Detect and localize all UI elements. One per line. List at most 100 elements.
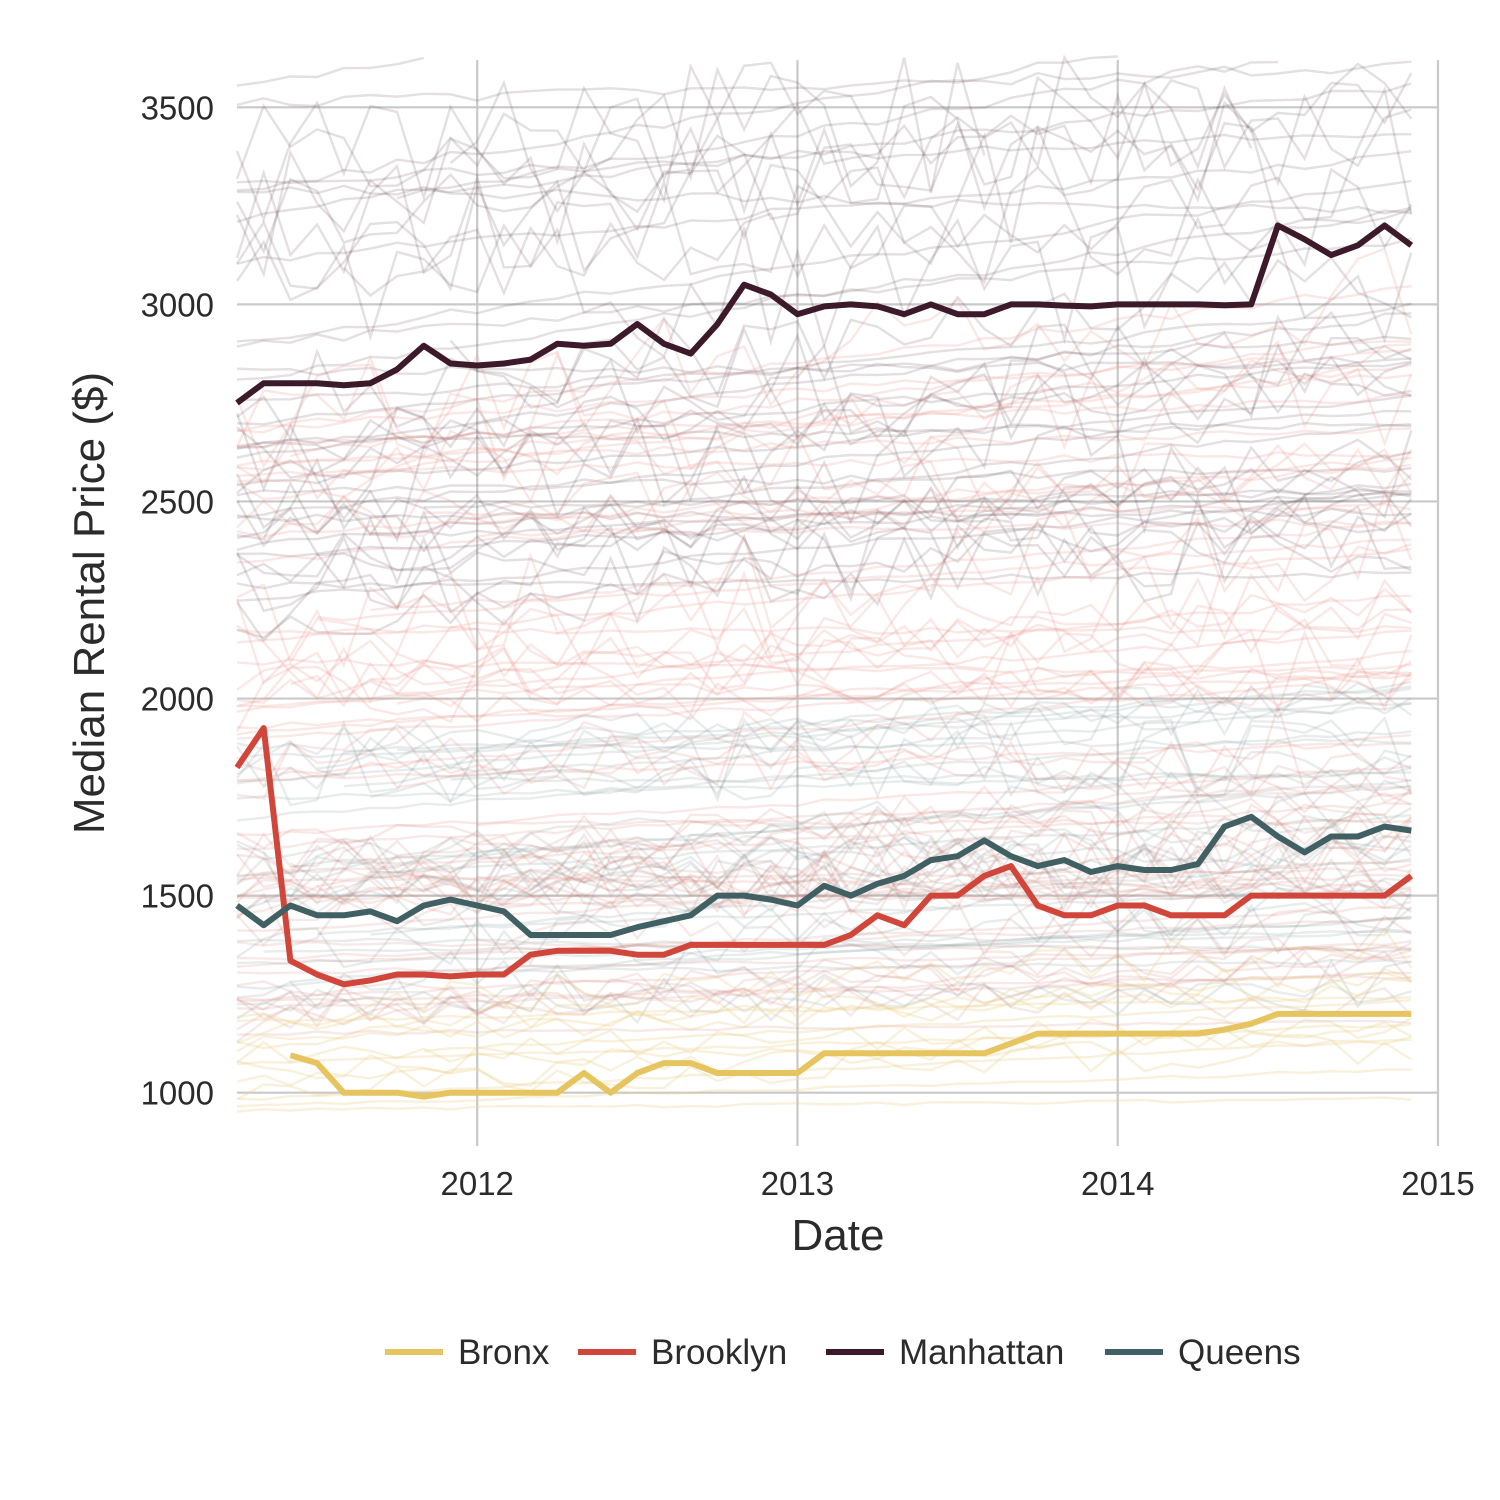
x-tick-label: 2013 bbox=[761, 1165, 834, 1202]
background-line bbox=[236, 85, 1413, 302]
background-line bbox=[476, 843, 1412, 900]
background-line bbox=[396, 784, 1412, 877]
background-line bbox=[235, 715, 1413, 804]
background-line bbox=[342, 176, 1412, 298]
series-line-queens bbox=[235, 813, 1412, 938]
background-line bbox=[370, 482, 1412, 537]
background-line bbox=[236, 730, 1412, 822]
background-line bbox=[235, 578, 1413, 733]
background-line bbox=[236, 463, 1412, 538]
background-line bbox=[236, 937, 1412, 1029]
background-line bbox=[236, 624, 1413, 717]
background-line bbox=[236, 474, 1413, 553]
background-line bbox=[236, 800, 1412, 913]
background-line bbox=[263, 864, 1412, 905]
y-tick-label: 3000 bbox=[141, 286, 214, 323]
background-line bbox=[236, 335, 1412, 402]
background-line bbox=[423, 489, 1412, 509]
background-line bbox=[317, 887, 1412, 936]
background-line bbox=[236, 517, 1412, 643]
legend: Bronx Brooklyn Manhattan Queens bbox=[385, 1333, 1301, 1372]
background-line bbox=[236, 343, 1412, 501]
background-line bbox=[290, 784, 1412, 869]
background-line bbox=[236, 547, 1412, 644]
background-line bbox=[236, 490, 1412, 558]
background-line bbox=[236, 941, 1412, 1031]
series-line-bronx bbox=[289, 1010, 1412, 1100]
background-line bbox=[370, 857, 1412, 936]
x-tick-label: 2015 bbox=[1401, 1165, 1474, 1202]
background-line bbox=[236, 612, 1412, 708]
background-line bbox=[236, 1033, 1412, 1101]
background-line bbox=[236, 767, 1412, 801]
background-line bbox=[236, 787, 1413, 853]
background-line bbox=[236, 1096, 1412, 1113]
background-line bbox=[236, 314, 1412, 479]
y-tick-label: 3500 bbox=[141, 89, 214, 126]
background-line bbox=[396, 82, 1412, 200]
background-line bbox=[236, 778, 1412, 877]
background-line bbox=[236, 409, 1412, 519]
y-tick-label: 1000 bbox=[141, 1075, 214, 1112]
background-line bbox=[236, 421, 1412, 448]
background-line bbox=[235, 247, 1413, 448]
background-line bbox=[316, 681, 1413, 778]
background-line bbox=[236, 881, 1412, 969]
x-axis: 2012 2013 2014 2015 bbox=[440, 1165, 1474, 1202]
y-axis-title: Median Rental Price ($) bbox=[65, 372, 114, 834]
background-line bbox=[263, 443, 1413, 543]
background-line bbox=[236, 944, 1412, 975]
background-line bbox=[236, 466, 1412, 497]
background-line bbox=[235, 337, 1412, 544]
background-line bbox=[236, 742, 1412, 783]
x-tick-label: 2014 bbox=[1081, 1165, 1154, 1202]
background-line bbox=[236, 438, 1412, 578]
background-line bbox=[370, 587, 1413, 688]
background-line bbox=[236, 793, 1413, 917]
background-line bbox=[236, 362, 1412, 461]
background-line bbox=[236, 492, 1413, 603]
background-line bbox=[236, 629, 1412, 708]
background-line bbox=[316, 845, 1412, 916]
y-tick-label: 2000 bbox=[141, 681, 214, 718]
background-line bbox=[236, 801, 1412, 879]
background-line bbox=[236, 860, 1412, 932]
background-line bbox=[236, 894, 1412, 901]
background-line bbox=[235, 92, 1412, 195]
background-line bbox=[236, 673, 1412, 783]
background-line bbox=[423, 998, 1412, 1053]
series-group bbox=[234, 222, 1414, 1100]
background-line bbox=[236, 492, 1412, 602]
background-line bbox=[236, 570, 1412, 590]
background-line bbox=[236, 764, 1412, 876]
legend-label: Queens bbox=[1178, 1333, 1301, 1372]
background-line bbox=[236, 1068, 1412, 1108]
background-line bbox=[236, 423, 1412, 552]
background-line bbox=[236, 373, 1412, 471]
background-line bbox=[236, 393, 1412, 449]
y-tick-label: 1500 bbox=[141, 878, 214, 915]
background-line bbox=[236, 835, 1412, 904]
background-line bbox=[236, 958, 1412, 1025]
background-line bbox=[236, 658, 1412, 679]
background-line bbox=[236, 456, 1412, 564]
background-line bbox=[236, 733, 1412, 779]
background-line bbox=[289, 824, 1413, 912]
background-line bbox=[236, 996, 1412, 1023]
background-line bbox=[236, 349, 1412, 433]
background-line bbox=[316, 538, 1412, 622]
background-line bbox=[236, 975, 1412, 1011]
background-line bbox=[236, 150, 1412, 266]
background-line bbox=[236, 60, 1412, 108]
background-line bbox=[236, 302, 1412, 426]
background-line bbox=[236, 866, 1412, 882]
background-line bbox=[236, 237, 1412, 348]
legend-label: Manhattan bbox=[899, 1333, 1064, 1372]
background-line bbox=[290, 660, 1412, 709]
background-line bbox=[449, 57, 986, 214]
legend-label: Bronx bbox=[458, 1333, 550, 1372]
background-line bbox=[236, 967, 1412, 1050]
legend-label: Brooklyn bbox=[651, 1333, 787, 1372]
background-line bbox=[477, 518, 1412, 538]
